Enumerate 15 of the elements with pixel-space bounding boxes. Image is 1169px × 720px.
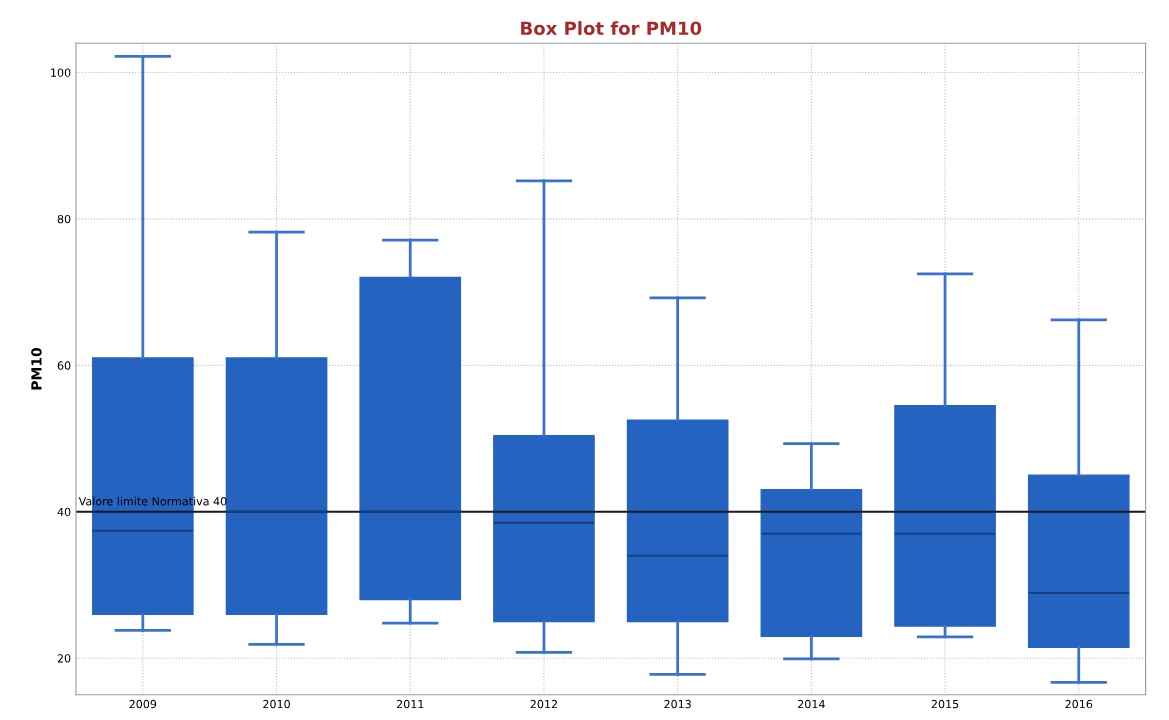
x-tick-label: 2013 (664, 699, 691, 709)
x-tick-label: 2012 (530, 699, 557, 709)
x-tick-label: 2014 (798, 699, 825, 709)
y-tick-label: 20 (57, 654, 71, 663)
y-tick-label: 40 (57, 507, 71, 517)
x-tick-label: 2010 (263, 699, 290, 709)
y-tick-label: 60 (57, 361, 71, 370)
x-tick-label: 2015 (931, 699, 959, 709)
chart-title: Box Plot for PM10 (521, 21, 702, 36)
x-tick-label: 2011 (396, 699, 424, 709)
y-tick-label: 80 (57, 214, 71, 224)
x-tick-label: 2009 (129, 699, 157, 709)
y-axis-title: PM10 (31, 348, 42, 390)
y-tick-label: 100 (51, 68, 71, 77)
x-tick-label: 2016 (1065, 699, 1093, 709)
